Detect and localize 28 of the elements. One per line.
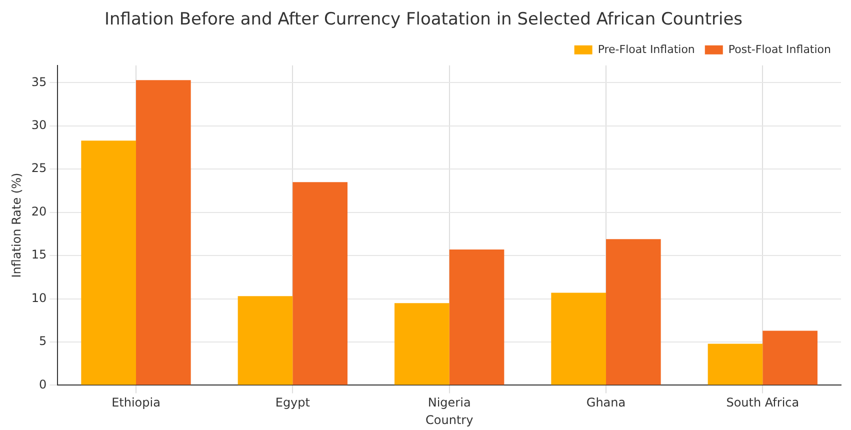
bar <box>292 182 348 385</box>
x-tick-label: Egypt <box>275 396 310 410</box>
x-tick-label: Nigeria <box>428 396 471 410</box>
x-tick-label: South Africa <box>726 396 800 410</box>
x-tick-label: Ethiopia <box>112 396 160 410</box>
y-tick-label: 35 <box>31 74 47 89</box>
x-tick-label: Ghana <box>586 396 626 410</box>
bar <box>136 80 191 385</box>
bar <box>606 239 661 385</box>
bar <box>762 330 818 385</box>
y-axis-title: Inflation Rate (%) <box>9 172 24 278</box>
bar <box>394 303 450 385</box>
bar <box>551 292 606 385</box>
y-tick-label: 15 <box>31 248 47 262</box>
legend-label: Post-Float Inflation <box>728 42 832 56</box>
y-tick-label: 5 <box>39 334 47 348</box>
y-tick-label: 20 <box>31 204 47 218</box>
legend-label: Pre-Float Inflation <box>598 42 695 56</box>
bar <box>81 140 136 385</box>
y-tick-label: 10 <box>31 290 47 305</box>
bar <box>238 296 293 385</box>
y-tick-label: 25 <box>31 161 47 176</box>
chart-title: Inflation Before and After Currency Floatation in Selected African Countries <box>104 10 743 30</box>
bar <box>708 344 763 385</box>
bar <box>449 250 504 385</box>
y-tick-label: 0 <box>39 377 47 392</box>
y-tick-label: 30 <box>31 118 47 132</box>
x-axis-title: Country <box>426 412 474 427</box>
